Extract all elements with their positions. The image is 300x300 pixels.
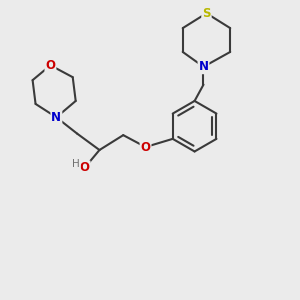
Text: O: O [80,161,90,174]
Text: N: N [51,111,62,124]
Text: H: H [72,159,80,169]
Text: N: N [199,60,208,73]
Text: O: O [140,140,151,154]
Text: O: O [45,59,56,72]
Text: S: S [202,7,211,20]
